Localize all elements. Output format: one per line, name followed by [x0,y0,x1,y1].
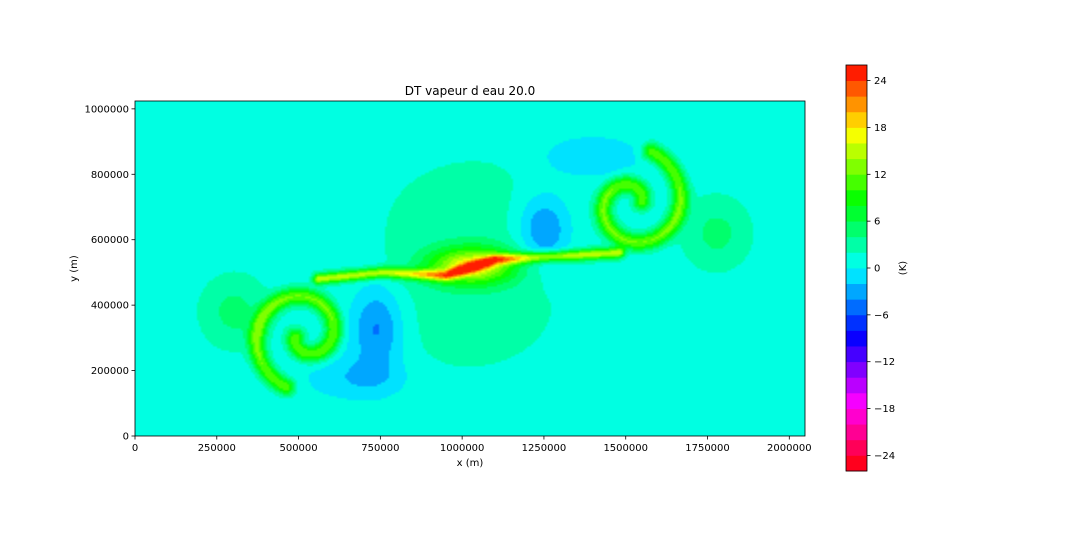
colorbar-tick-label-12: 12 [874,170,887,181]
colorbar-band-16 [846,205,867,222]
x-tick-label-500000: 500000 [279,443,317,454]
colorbar-band-20 [846,143,867,160]
colorbar-band-7 [846,346,867,363]
plot-frame [134,100,806,437]
x-tick-label-1750000: 1750000 [685,443,730,454]
colorbar-bands [846,65,867,472]
x-tick-label-1250000: 1250000 [522,443,567,454]
x-tick-label-1500000: 1500000 [603,443,648,454]
colorbar-band-24 [846,80,867,97]
colorbar-band-22 [846,111,867,128]
contour-field [135,101,805,436]
colorbar-band-18 [846,174,867,191]
colorbar-band-25 [846,65,867,82]
colorbar-band-0 [846,455,867,472]
colorbar-tick-label-18: −18 [874,404,895,415]
colorbar-tick-label-0: 0 [874,264,880,275]
y-tick-label-400000: 400000 [91,301,129,312]
chart-title: DT vapeur d eau 20.0 [405,84,536,98]
colorbar-band-19 [846,158,867,175]
colorbar-ticks: −24 −18 −12 −6 0 6 12 18 24 [867,76,895,462]
colorbar-band-1 [846,439,867,456]
colorbar-band-15 [846,221,867,238]
x-tick-label-250000: 250000 [198,443,236,454]
colorbar-band-11 [846,283,867,300]
x-tick-label-750000: 750000 [361,443,399,454]
y-tick-label-200000: 200000 [91,366,129,377]
y-tick-label-800000: 800000 [91,170,129,181]
y-tick-label-1000000: 1000000 [84,104,129,115]
colorbar-band-9 [846,314,867,331]
colorbar-band-4 [846,392,867,409]
y-axis: 0 200000 400000 600000 800000 1000000 [84,104,135,443]
colorbar-tick-label-24: 24 [874,76,887,87]
y-tick-label-0: 0 [123,432,129,443]
y-axis-label: y (m) [69,255,80,282]
colorbar-band-13 [846,252,867,269]
colorbar-tick-label-24: −24 [874,451,895,462]
colorbar-tick-label-6: −6 [874,310,889,321]
colorbar-band-2 [846,424,867,441]
y-tick-label-600000: 600000 [91,235,129,246]
plot-area [134,100,806,437]
colorbar-band-17 [846,189,867,206]
colorbar: −24 −18 −12 −6 0 6 12 18 24 (K) [845,64,909,472]
colorbar-band-12 [846,268,867,285]
colorbar-tick-label-18: 18 [874,123,887,134]
colorbar-band-14 [846,236,867,253]
x-axis: 0 250000 500000 750000 1000000 1250000 1500000… [132,436,812,454]
colorbar-band-10 [846,299,867,316]
x-axis-label: x (m) [457,458,484,469]
colorbar-band-8 [846,330,867,347]
colorbar-band-21 [846,127,867,144]
colorbar-label: (K) [898,261,909,275]
colorbar-band-5 [846,377,867,394]
colorbar-band-3 [846,408,867,425]
colorbar-band-6 [846,361,867,378]
x-tick-label-2000000: 2000000 [767,443,812,454]
x-tick-label-1000000: 1000000 [440,443,485,454]
colorbar-band-23 [846,96,867,113]
x-tick-label-0: 0 [132,443,138,454]
colorbar-tick-label-6: 6 [874,217,880,228]
colorbar-tick-label-12: −12 [874,357,895,368]
